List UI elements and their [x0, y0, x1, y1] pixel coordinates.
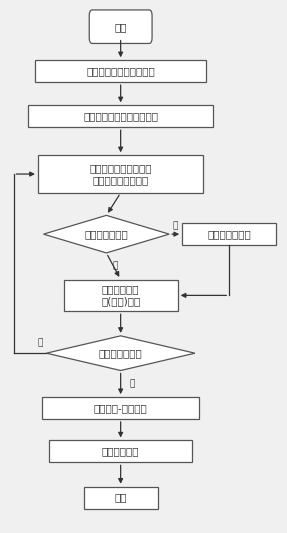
Text: 选择源单元，对所有源
单元实例及实例阵列: 选择源单元，对所有源 单元实例及实例阵列 [90, 163, 152, 185]
Bar [84, 487, 158, 508]
Text: 生成目标-源单元对: 生成目标-源单元对 [94, 403, 148, 413]
Bar [38, 155, 203, 193]
Text: 是: 是 [129, 379, 135, 389]
Text: 结束: 结束 [115, 492, 127, 503]
Polygon shape [44, 215, 169, 253]
Bar [35, 60, 206, 82]
Text: 调整层次结构: 调整层次结构 [102, 447, 139, 456]
Bar [28, 106, 214, 127]
Bar [182, 223, 276, 245]
Text: 是: 是 [173, 221, 178, 230]
Text: 否: 否 [112, 262, 118, 271]
Polygon shape [46, 336, 195, 370]
Text: 开始: 开始 [115, 22, 127, 31]
Text: 选择符合条件的待选源单元: 选择符合条件的待选源单元 [83, 111, 158, 122]
Text: 扫描并划分阵列: 扫描并划分阵列 [207, 229, 251, 239]
Text: 加入源单元实
例(阵列)列表: 加入源单元实 例(阵列)列表 [101, 285, 140, 306]
Text: 读入版图，选择目标单元: 读入版图，选择目标单元 [86, 66, 155, 76]
Text: 是否为实例阵列: 是否为实例阵列 [84, 229, 128, 239]
Text: 否: 否 [38, 338, 43, 348]
FancyBboxPatch shape [89, 10, 152, 44]
Bar [49, 440, 192, 463]
Bar [63, 279, 178, 311]
Text: 源单元处理完成: 源单元处理完成 [99, 348, 143, 358]
Bar [42, 397, 199, 419]
